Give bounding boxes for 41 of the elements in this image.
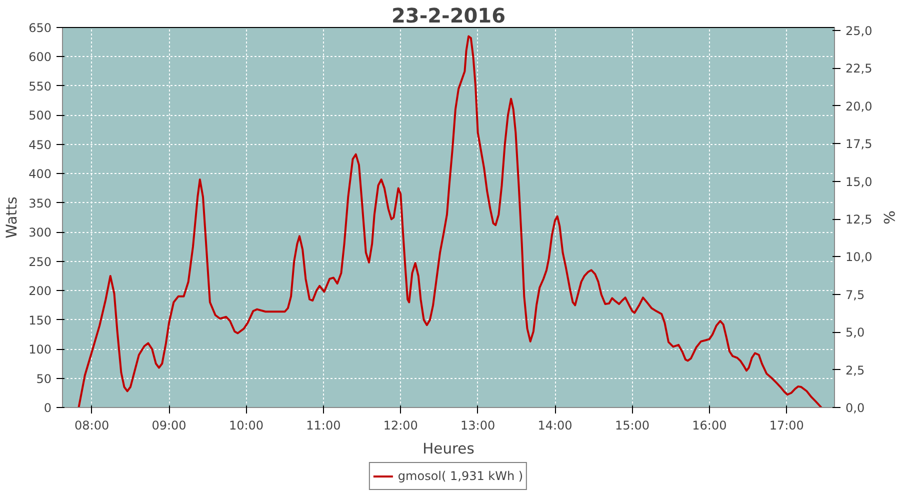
y-tick-label: 500 bbox=[28, 108, 52, 123]
x-tick-label: 14:00 bbox=[538, 418, 572, 432]
x-tick-label: 09:00 bbox=[152, 418, 186, 432]
y-tick-label: 600 bbox=[28, 50, 52, 64]
legend-label: gmosol( 1,931 kWh ) bbox=[398, 469, 524, 483]
y2-tick-label: 22,5 bbox=[846, 62, 872, 76]
y2-tick-label: 7,5 bbox=[846, 288, 865, 302]
x-axis-title: Heures bbox=[422, 440, 474, 458]
y-tick-label: 450 bbox=[28, 138, 52, 152]
y2-tick-label: 20,0 bbox=[846, 99, 872, 114]
y-axis-title: Watts bbox=[4, 196, 21, 238]
line-series bbox=[78, 35, 822, 408]
y2-tick-label: 12,5 bbox=[846, 212, 872, 227]
y2-tick-label: 2,5 bbox=[846, 363, 865, 378]
x-tick-label: 08:00 bbox=[74, 418, 110, 432]
y2-tick-label: 0,0 bbox=[846, 401, 865, 415]
y-tick-label: 150 bbox=[28, 313, 52, 328]
y2-tick-label: 10,0 bbox=[846, 250, 872, 264]
y2-tick-label: 15,0 bbox=[846, 174, 872, 189]
y-tick-label: 200 bbox=[28, 284, 52, 298]
x-tick-label: 12:00 bbox=[383, 418, 418, 432]
x-tick-label: 17:00 bbox=[769, 418, 804, 432]
y2-tick-label: 25,0 bbox=[846, 24, 872, 38]
y2-tick-label: 17,5 bbox=[846, 137, 872, 152]
y-tick-label: 0 bbox=[44, 401, 52, 415]
y2-tick-label: 5,0 bbox=[846, 326, 865, 340]
x-tick-label: 13:00 bbox=[460, 418, 496, 432]
chart-title: 23-2-2016 bbox=[391, 4, 506, 28]
x-tick-label: 10:00 bbox=[228, 418, 264, 432]
y-tick-label: 300 bbox=[28, 226, 52, 240]
y-tick-label: 50 bbox=[36, 372, 52, 386]
y-tick-label: 350 bbox=[28, 196, 52, 210]
y-tick-label: 400 bbox=[28, 167, 52, 182]
y-tick-label: 550 bbox=[28, 79, 52, 94]
y-tick-label: 650 bbox=[28, 21, 52, 35]
y-tick-label: 100 bbox=[28, 342, 52, 357]
y-tick-label: 250 bbox=[28, 254, 52, 269]
x-tick-label: 16:00 bbox=[692, 418, 727, 432]
x-tick-label: 15:00 bbox=[614, 418, 650, 432]
y2-axis-title: % bbox=[880, 210, 898, 225]
x-tick-label: 11:00 bbox=[306, 418, 341, 432]
